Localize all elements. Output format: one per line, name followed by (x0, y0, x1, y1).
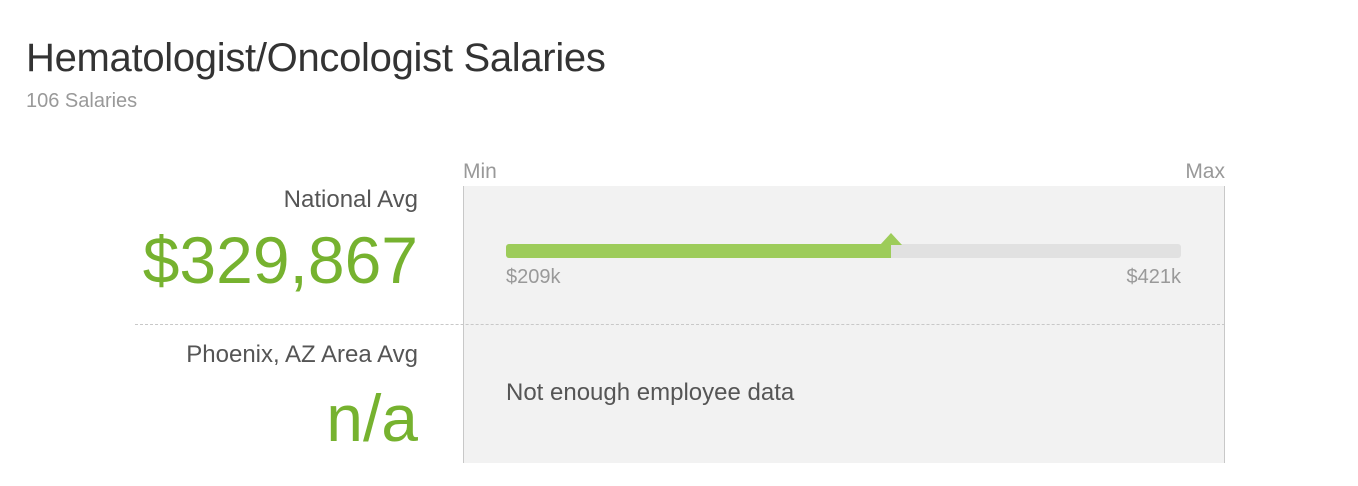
national-average: $329,867 (142, 223, 418, 297)
range-max: $421k (1126, 266, 1182, 288)
range-min: $209k (506, 266, 561, 288)
average-bar (506, 244, 891, 258)
max-label: Max (1185, 160, 1225, 183)
divider (135, 324, 1225, 325)
national-label: National Avg (283, 186, 418, 213)
average-marker (879, 233, 902, 245)
title: Hematologist/Oncologist Salaries (26, 36, 606, 80)
local-label: Phoenix, AZ Area Avg (186, 341, 418, 368)
local-average: n/a (326, 381, 418, 455)
min-label: Min (463, 160, 497, 183)
subtitle: 106 Salaries (26, 90, 138, 112)
local-message: Not enough employee data (506, 379, 795, 406)
